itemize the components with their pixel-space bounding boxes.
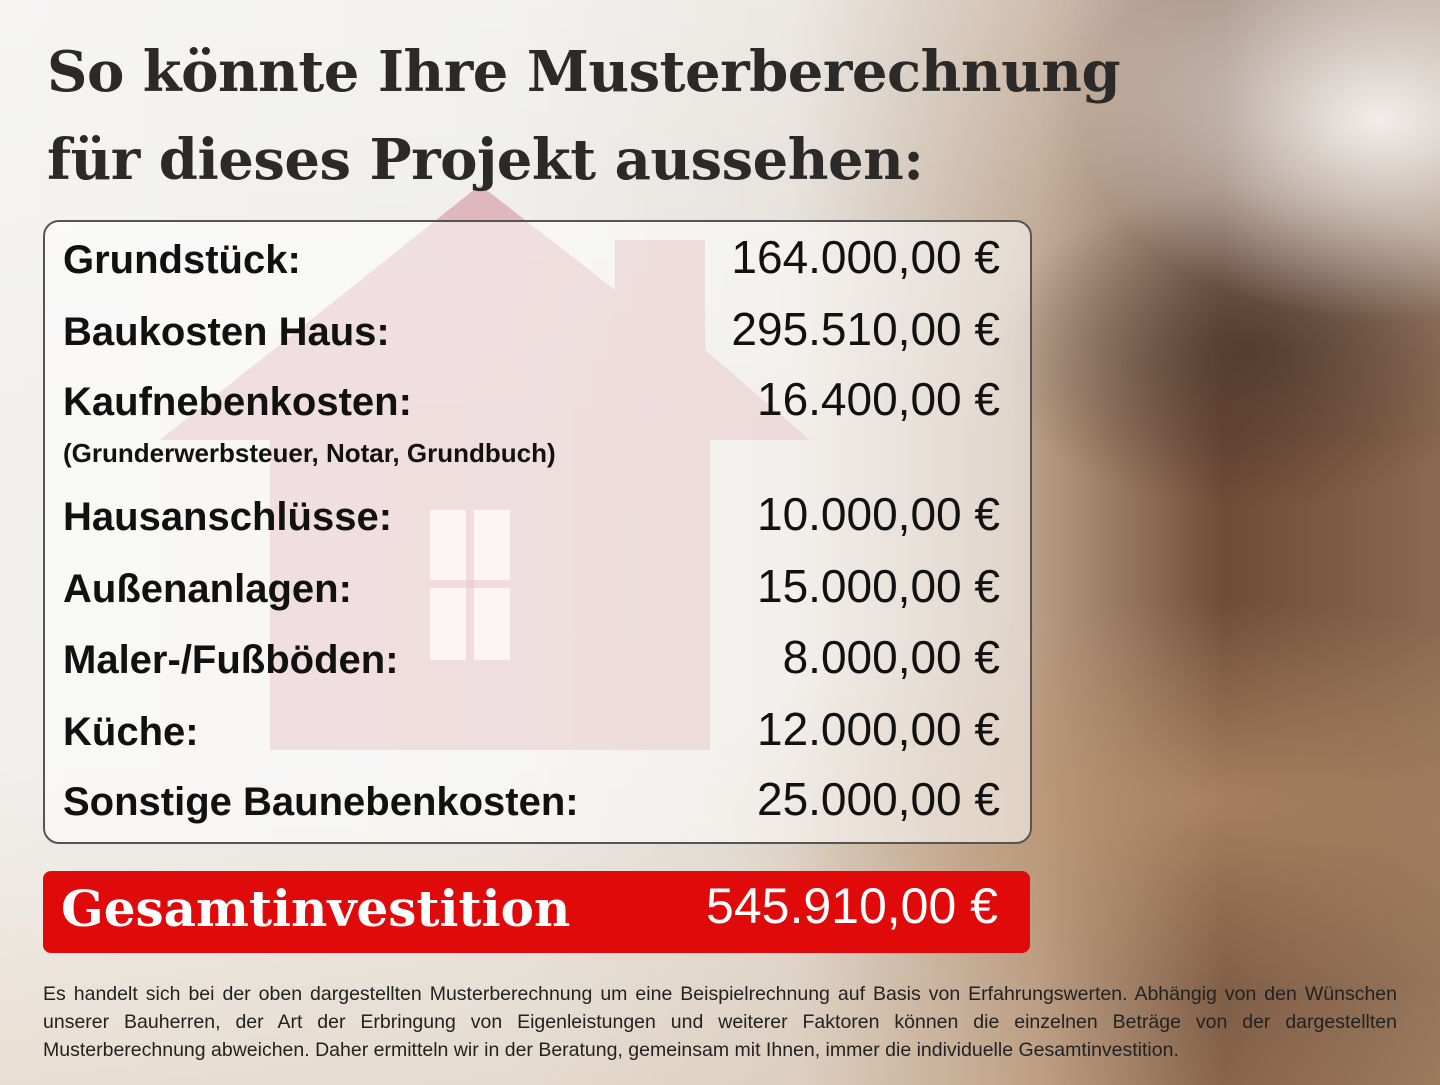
- title-line-1: So könnte Ihre Musterberechnung: [47, 39, 1121, 105]
- cost-label: Außenanlagen:: [63, 567, 352, 611]
- cost-label: Küche:: [63, 710, 199, 754]
- cost-row: Hausanschlüsse: 10.000,00 €: [63, 487, 1000, 541]
- cost-label: Sonstige Baunebenkosten:: [63, 780, 579, 824]
- cost-row: Grundstück: 164.000,00 €: [63, 230, 1000, 284]
- cost-table: Grundstück: 164.000,00 € Baukosten Haus: 2…: [43, 220, 1032, 844]
- cost-label: Grundstück:: [63, 238, 301, 282]
- cost-row: Küche: 12.000,00 €: [63, 702, 1000, 756]
- page-title: So könnte Ihre Musterberechnung für dies…: [47, 28, 1121, 204]
- cost-label: Maler-/Fußböden:: [63, 638, 399, 682]
- cost-label: Hausanschlüsse:: [63, 495, 393, 539]
- cost-label: Kaufnebenkosten:: [63, 380, 412, 424]
- total-banner: Gesamtinvestition 545.910,00 €: [43, 871, 1030, 953]
- cost-value: 16.400,00 €: [756, 373, 1000, 425]
- cost-value: 295.510,00 €: [731, 303, 1000, 355]
- cost-value: 8.000,00 €: [782, 631, 1000, 683]
- cost-row: Maler-/Fußböden: 8.000,00 €: [63, 630, 1000, 684]
- title-line-2: für dieses Projekt aussehen:: [47, 127, 924, 193]
- cost-value: 10.000,00 €: [756, 488, 1000, 540]
- cost-row: Außenanlagen: 15.000,00 €: [63, 559, 1000, 613]
- cost-label: Baukosten Haus:: [63, 310, 390, 354]
- cost-value: 15.000,00 €: [756, 560, 1000, 612]
- cost-value: 25.000,00 €: [756, 773, 1000, 825]
- disclaimer-text: Es handelt sich bei der oben dargestellt…: [43, 983, 1397, 1061]
- cost-value: 12.000,00 €: [756, 703, 1000, 755]
- cost-row: Sonstige Baunebenkosten: 25.000,00 €: [63, 772, 1000, 826]
- cost-value: 164.000,00 €: [731, 231, 1000, 283]
- cost-row: Baukosten Haus: 295.510,00 €: [63, 302, 1000, 356]
- total-label: Gesamtinvestition: [61, 879, 571, 938]
- cost-row: Kaufnebenkosten: 16.400,00 €: [63, 372, 1000, 426]
- total-value: 545.910,00 €: [706, 878, 998, 934]
- cost-note: (Grunderwerbsteuer, Notar, Grundbuch): [63, 438, 556, 468]
